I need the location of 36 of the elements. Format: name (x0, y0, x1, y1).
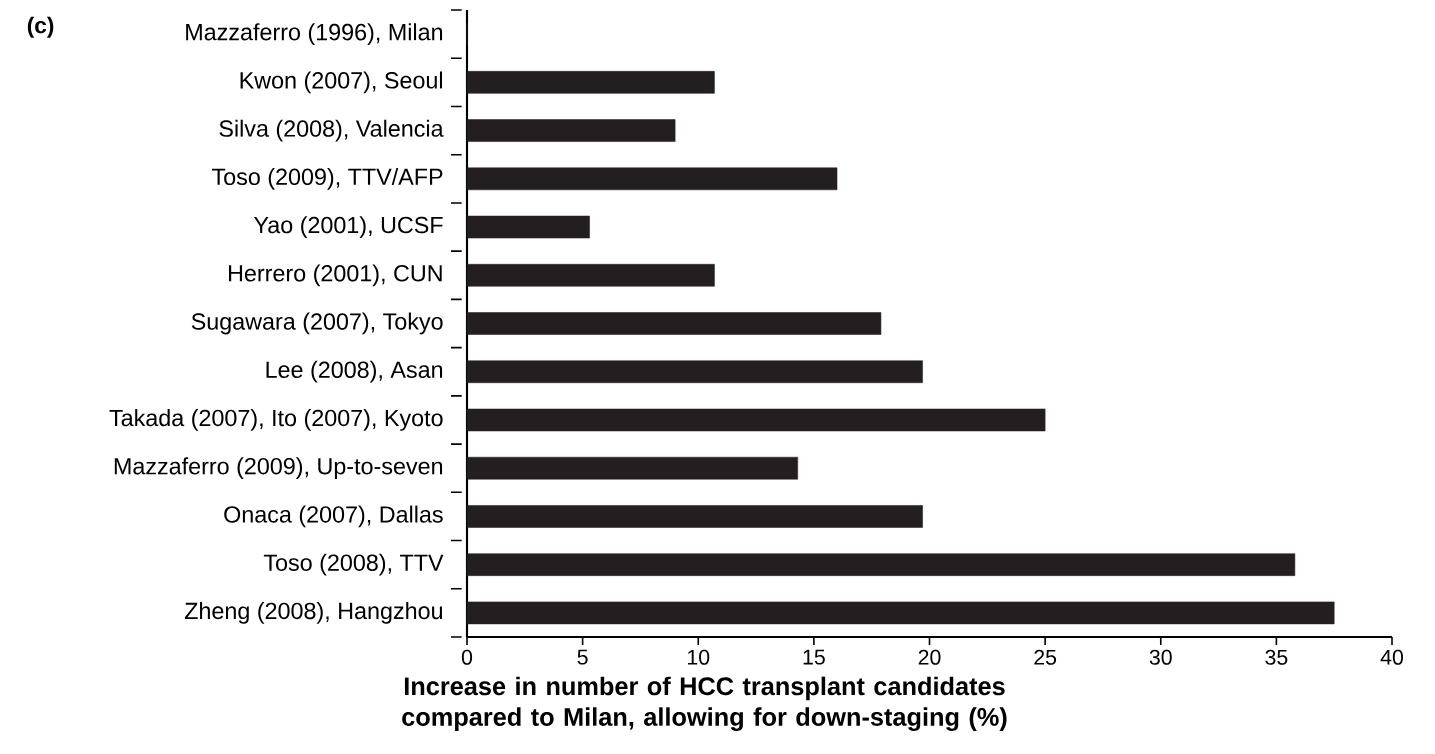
bar (466, 312, 882, 335)
y-tick-label: Toso (2009), TTV/AFP (212, 167, 443, 190)
x-tick-label: 40 (1380, 649, 1404, 665)
x-tick-label: 30 (1149, 649, 1172, 665)
y-tick-label: Yao (2001), UCSF (253, 216, 443, 238)
y-tick-label: Sugawara (2007), Tokyo (191, 312, 443, 335)
x-tick-label: 10 (688, 649, 710, 665)
x-tick-label: 35 (1265, 649, 1288, 665)
bar (466, 553, 1296, 576)
y-tick-label: Takada (2007), Ito (2007), Kyoto (109, 409, 443, 431)
x-tick-label: 15 (803, 649, 825, 665)
y-tick-label: Onaca (2007), Dallas (224, 505, 443, 528)
x-tick-label: 20 (918, 649, 941, 665)
x-tick-label: 5 (577, 649, 588, 665)
y-tick-label: Silva (2008), Valencia (219, 119, 444, 142)
x-tick-label: 0 (461, 649, 473, 665)
x-tick-label: 25 (1034, 649, 1057, 665)
bar (466, 71, 715, 94)
bar (466, 456, 798, 480)
y-tick-label: Kwon (2007), Seoul (240, 71, 443, 94)
x-axis-title: Increase in number of HCC transplant candidates compared to Milan, allowing for down-staging (%) (402, 676, 1007, 732)
bar (466, 119, 676, 142)
y-tick-label: Zheng (2008), Hangzhou (184, 602, 443, 624)
bar (466, 408, 1046, 432)
y-tick-label: Mazzaferro (2009), Up-to-seven (114, 457, 443, 480)
bar (466, 215, 590, 239)
bar (466, 264, 715, 287)
text: (c) (27, 16, 54, 38)
y-tick-label: Herrero (2001), CUN (229, 264, 442, 287)
y-tick-label: Toso (2008), TTV (263, 553, 444, 576)
y-tick-label: Lee (2008), Asan (266, 360, 443, 383)
y-tick-label: Mazzaferro (1996), Milan (186, 23, 443, 45)
bar (466, 505, 923, 528)
bar (466, 601, 1335, 625)
bar (466, 167, 838, 191)
bar (466, 360, 923, 384)
